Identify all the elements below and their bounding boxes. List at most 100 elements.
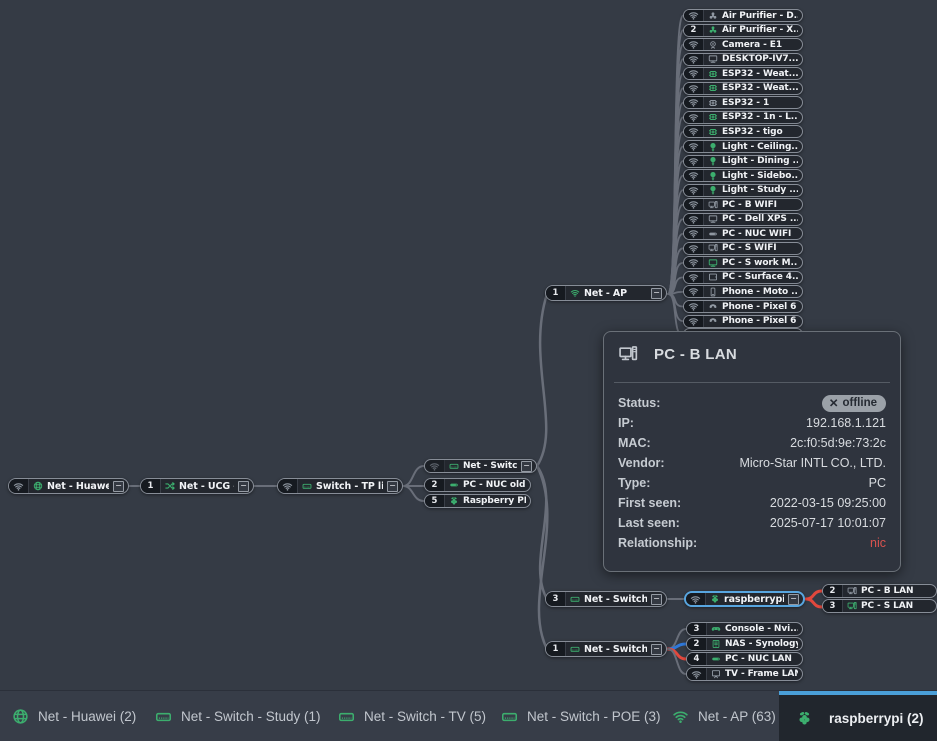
switchbox-icon: [570, 644, 580, 654]
device-row[interactable]: Air Purifier - D...: [683, 9, 803, 22]
node-net-ap[interactable]: 1 Net - AP −: [545, 285, 667, 301]
tab-label: Net - Switch - TV (5): [364, 709, 487, 724]
handset-icon: [708, 302, 718, 312]
device-row[interactable]: Light - Dining ...: [683, 154, 803, 168]
device-label: ESP32 - Weat...: [722, 68, 798, 79]
collapse-toggle[interactable]: −: [651, 287, 662, 299]
device-label: PC - S work M...: [722, 257, 798, 268]
device-row[interactable]: DESKTOP-IV7...: [683, 52, 803, 66]
tv-icon: [711, 669, 721, 679]
device-row[interactable]: ESP32 - tigo: [683, 125, 803, 139]
device-row[interactable]: Phone - Pixel 6: [683, 300, 803, 313]
collapse-toggle[interactable]: −: [387, 480, 398, 492]
node-net-switch-b[interactable]: 1 Net - Switch - ...−: [545, 641, 667, 657]
device-row[interactable]: 2 Air Purifier - X...: [683, 23, 803, 37]
collapse-toggle[interactable]: −: [521, 460, 532, 472]
fan-icon: [708, 11, 718, 21]
device-row[interactable]: Phone - Moto ...: [683, 285, 803, 299]
node-net-ucg[interactable]: 1 Net - UCG - Ul...−: [140, 478, 254, 494]
nas-icon: [711, 639, 721, 649]
device-row[interactable]: PC - Surface 4...: [683, 270, 803, 284]
device-row[interactable]: Phone - Pixel 6: [683, 314, 803, 328]
panel-label: Relationship:: [618, 536, 698, 550]
port-badge: 1: [546, 286, 566, 300]
node-raspberrypi[interactable]: raspberrypi −: [684, 591, 805, 607]
wifi-icon: [688, 54, 699, 65]
panel-label: First seen:: [618, 496, 682, 510]
collapse-toggle[interactable]: −: [113, 480, 124, 492]
panel-label: MAC:: [618, 436, 651, 450]
device-row[interactable]: Light - Study ...: [683, 183, 803, 197]
panel-row-ip: IP: 192.168.1.121: [604, 413, 900, 433]
panel-header: PC - B LAN: [604, 332, 900, 368]
tab-label: Net - Switch - Study (1): [181, 709, 321, 724]
device-row[interactable]: Camera - E1: [683, 38, 803, 52]
device-label: ESP32 - 1: [722, 97, 770, 108]
device-row[interactable]: Light - Ceiling...: [683, 140, 803, 153]
wifi-cap: [684, 97, 704, 109]
device-row[interactable]: Light - Sidebo...: [683, 169, 803, 183]
port-badge: 1: [546, 642, 566, 656]
node-pc-b-lan[interactable]: 2 PC - B LAN: [822, 584, 937, 598]
tab-raspberrypi-2[interactable]: raspberrypi (2): [779, 691, 937, 741]
shuffle-icon: [165, 481, 175, 491]
device-row[interactable]: PC - NUC WIFI: [683, 227, 803, 241]
node-net-switch-a[interactable]: 3 Net - Switch - ...−: [545, 591, 667, 607]
wifi-icon: [688, 185, 699, 196]
port-badge: 3: [546, 592, 566, 606]
wifi-cap: [684, 82, 704, 94]
node-net-huawei[interactable]: Net - Huawei −: [8, 478, 129, 494]
collapse-toggle[interactable]: −: [788, 593, 799, 605]
node-console-nvidia[interactable]: 3 Console - Nvi...: [686, 622, 803, 636]
device-row[interactable]: ESP32 - Weat...: [683, 67, 803, 81]
wifi-cap: [684, 286, 704, 298]
node-switch-tp[interactable]: Switch - TP li...−: [277, 478, 403, 494]
device-row[interactable]: PC - S work M...: [683, 256, 803, 270]
switchbox-icon: [449, 461, 459, 471]
device-row[interactable]: PC - B WIFI: [683, 198, 803, 212]
wifi-icon: [688, 156, 699, 167]
wifi-cap: [686, 593, 706, 605]
wifi-icon: [688, 97, 699, 108]
node-raspberry-pi-node[interactable]: 5 Raspberry PI ...: [424, 494, 531, 508]
device-label: Phone - Pixel 6: [722, 316, 797, 327]
wifi-cap: [684, 213, 704, 225]
device-row[interactable]: PC - S WIFI: [683, 241, 803, 255]
wifi-icon: [282, 481, 293, 492]
collapse-toggle[interactable]: −: [651, 643, 662, 655]
wifi-icon: [688, 286, 699, 297]
device-label: ESP32 - 1n - L...: [722, 112, 798, 123]
wifi-icon: [429, 461, 440, 472]
tab-label: Net - Switch - POE (3): [527, 709, 661, 724]
bulb-icon: [708, 185, 718, 195]
device-row[interactable]: PC - Dell XPS ...: [683, 212, 803, 226]
device-row[interactable]: ESP32 - Weat...: [683, 81, 803, 95]
device-details-panel: PC - B LAN Status: ✕ offline IP: 192.168.1.1…: [603, 331, 901, 572]
handset-icon: [708, 316, 718, 326]
collapse-toggle[interactable]: −: [651, 593, 662, 605]
device-row[interactable]: ESP32 - 1: [683, 96, 803, 110]
port-badge: 3: [823, 600, 843, 612]
node-pc-nuc-lan[interactable]: 4 PC - NUC LAN: [686, 652, 803, 666]
device-row[interactable]: ESP32 - 1n - L...: [683, 110, 803, 124]
panel-label: Vendor:: [618, 456, 665, 470]
node-tv-frame-lan[interactable]: TV - Frame LAN: [686, 667, 803, 681]
pc-icon: [708, 243, 718, 253]
wifi-icon: [688, 141, 699, 152]
device-label: Phone - Pixel 6: [722, 301, 797, 312]
tab-net-switch-study-1[interactable]: Net - Switch - Study (1): [155, 691, 321, 741]
tab-net-switch-tv-5[interactable]: Net - Switch - TV (5): [338, 691, 486, 741]
device-label: ESP32 - tigo: [722, 126, 783, 137]
node-net-switch-poe[interactable]: Net - Switch - ...−: [424, 459, 537, 473]
node-pc-nuc-old[interactable]: 2 PC - NUC old: [424, 478, 531, 492]
panel-row-vendor: Vendor: Micro-Star INTL CO., LTD.: [604, 453, 900, 473]
tab-net-switch-poe-3[interactable]: Net - Switch - POE (3): [501, 691, 661, 741]
tab-net-ap-63[interactable]: Net - AP (63): [672, 691, 776, 741]
panel-value: nic: [870, 536, 886, 550]
node-pc-s-lan[interactable]: 3 PC - S LAN: [822, 599, 937, 613]
node-nas-synology[interactable]: 2 NAS - Synology: [686, 637, 803, 651]
tablet-icon: [708, 272, 718, 282]
panel-row-last-seen: Last seen: 2025-07-17 10:01:07: [604, 513, 900, 533]
collapse-toggle[interactable]: −: [238, 480, 249, 492]
tab-net-huawei-2[interactable]: Net - Huawei (2): [12, 691, 136, 741]
